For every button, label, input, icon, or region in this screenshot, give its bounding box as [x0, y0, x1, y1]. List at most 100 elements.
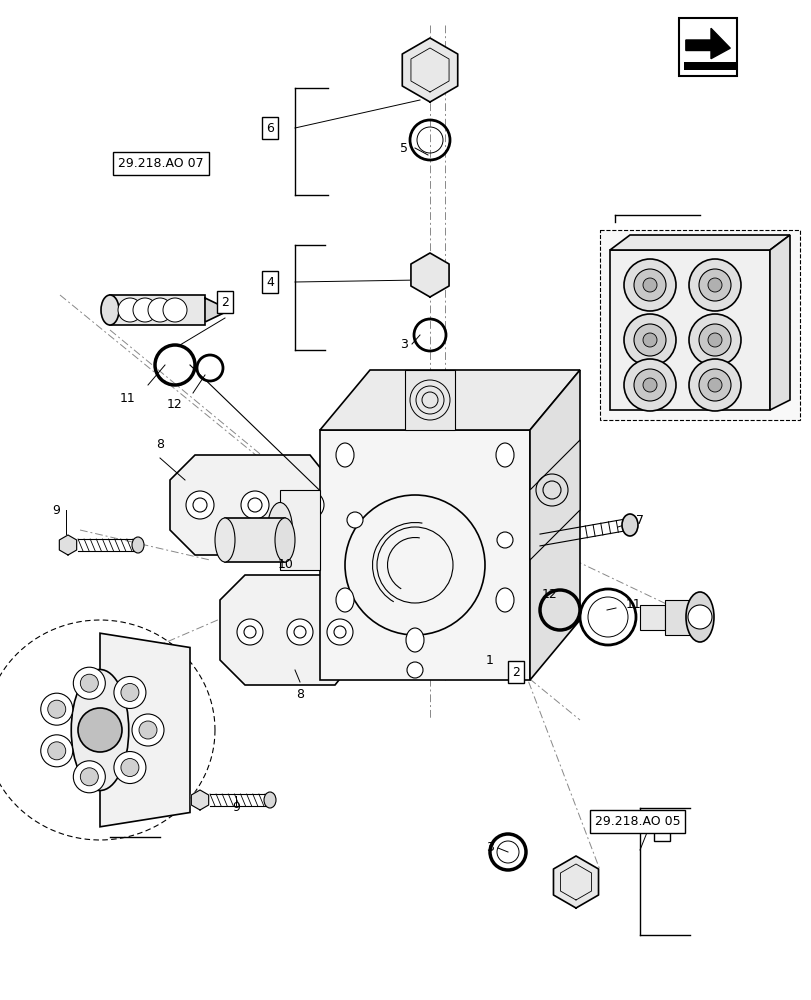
Text: 4: 4 — [266, 275, 273, 288]
Ellipse shape — [496, 443, 513, 467]
Circle shape — [186, 491, 214, 519]
Circle shape — [698, 324, 730, 356]
Text: 2: 2 — [221, 296, 229, 308]
Text: 3: 3 — [486, 841, 493, 854]
Circle shape — [633, 324, 665, 356]
Circle shape — [689, 259, 740, 311]
Ellipse shape — [685, 592, 713, 642]
Ellipse shape — [132, 537, 144, 553]
Bar — [683, 62, 736, 70]
Text: 8: 8 — [296, 688, 303, 702]
Polygon shape — [280, 490, 320, 570]
Ellipse shape — [621, 514, 637, 536]
Circle shape — [73, 761, 105, 793]
Polygon shape — [169, 455, 329, 555]
Circle shape — [41, 735, 73, 767]
Text: 12: 12 — [542, 588, 557, 601]
Circle shape — [118, 298, 142, 322]
Polygon shape — [320, 430, 530, 680]
Polygon shape — [401, 38, 457, 102]
Circle shape — [633, 269, 665, 301]
Text: 6: 6 — [266, 122, 273, 135]
Ellipse shape — [336, 443, 354, 467]
Polygon shape — [320, 370, 579, 430]
Circle shape — [633, 369, 665, 401]
Circle shape — [80, 768, 98, 786]
Text: 29.218.AO 05: 29.218.AO 05 — [594, 815, 680, 828]
Circle shape — [698, 269, 730, 301]
Circle shape — [642, 378, 656, 392]
Circle shape — [247, 498, 262, 512]
Polygon shape — [530, 440, 579, 560]
Circle shape — [346, 512, 363, 528]
Text: 11: 11 — [625, 598, 641, 611]
Polygon shape — [769, 235, 789, 410]
Text: 29.218.AO 07: 29.218.AO 07 — [118, 157, 204, 170]
Circle shape — [139, 721, 157, 739]
Circle shape — [114, 752, 146, 784]
Circle shape — [114, 676, 146, 708]
Circle shape — [48, 742, 66, 760]
Circle shape — [406, 662, 423, 678]
Text: 11: 11 — [120, 391, 135, 404]
Circle shape — [80, 674, 98, 692]
Ellipse shape — [496, 588, 513, 612]
Circle shape — [294, 626, 306, 638]
Polygon shape — [191, 790, 208, 810]
Circle shape — [623, 359, 676, 411]
Circle shape — [698, 369, 730, 401]
Polygon shape — [530, 370, 579, 680]
Polygon shape — [685, 28, 729, 59]
Circle shape — [707, 378, 721, 392]
Polygon shape — [410, 253, 448, 297]
Text: 7: 7 — [635, 514, 643, 526]
Polygon shape — [639, 605, 664, 630]
Text: 1: 1 — [486, 654, 493, 666]
Circle shape — [241, 491, 268, 519]
Ellipse shape — [275, 518, 294, 562]
Circle shape — [286, 619, 312, 645]
Text: 2: 2 — [512, 666, 519, 678]
Circle shape — [327, 619, 353, 645]
Circle shape — [237, 619, 263, 645]
Polygon shape — [59, 535, 76, 555]
Circle shape — [496, 532, 513, 548]
Circle shape — [148, 298, 172, 322]
Circle shape — [333, 626, 345, 638]
Ellipse shape — [264, 792, 276, 808]
Circle shape — [48, 700, 66, 718]
Text: 9: 9 — [232, 801, 239, 814]
Ellipse shape — [406, 628, 423, 652]
Ellipse shape — [101, 295, 119, 325]
Circle shape — [296, 491, 324, 519]
Circle shape — [707, 333, 721, 347]
Circle shape — [623, 314, 676, 366]
Circle shape — [121, 683, 139, 701]
Circle shape — [41, 693, 73, 725]
Polygon shape — [204, 298, 230, 322]
Text: 9: 9 — [52, 504, 60, 516]
Polygon shape — [109, 295, 204, 325]
Circle shape — [78, 708, 122, 752]
Bar — [225, 518, 285, 562]
Circle shape — [243, 626, 255, 638]
Bar — [678, 18, 736, 76]
Polygon shape — [609, 235, 789, 250]
Ellipse shape — [267, 502, 292, 558]
Circle shape — [193, 498, 207, 512]
Circle shape — [687, 605, 711, 629]
Text: 12: 12 — [167, 398, 182, 412]
Circle shape — [132, 714, 164, 746]
Ellipse shape — [336, 588, 354, 612]
Circle shape — [121, 759, 139, 777]
Text: 8: 8 — [156, 438, 164, 452]
Ellipse shape — [215, 518, 234, 562]
Circle shape — [133, 298, 157, 322]
Circle shape — [689, 359, 740, 411]
Polygon shape — [664, 600, 699, 635]
Polygon shape — [100, 633, 190, 827]
Bar — [599, 230, 799, 420]
Circle shape — [689, 314, 740, 366]
Circle shape — [270, 520, 290, 540]
Text: 4: 4 — [657, 823, 665, 836]
